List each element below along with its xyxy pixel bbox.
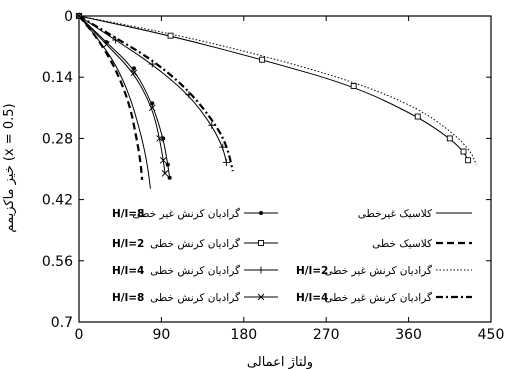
data-point <box>165 162 170 167</box>
x-tick-label: 90 <box>152 327 170 343</box>
legend-item: کلاسیک خطی <box>372 238 472 250</box>
y-tick-label: 0.7 <box>51 315 73 331</box>
data-point <box>131 66 136 71</box>
y-tick-label: 0.56 <box>42 254 73 270</box>
data-point <box>167 175 172 180</box>
legend-label: گرادیان کرنش غیر خطی <box>324 264 432 277</box>
legend-label: کلاسیک خطی <box>372 238 432 250</box>
y-tick-label: 0.42 <box>42 193 73 209</box>
data-point <box>167 32 174 39</box>
x-tick-label: 180 <box>230 327 257 343</box>
legend-label: گرادیان کرنش خطی <box>150 291 240 304</box>
data-point <box>159 156 167 164</box>
data-point <box>258 240 264 246</box>
data-point <box>130 69 138 77</box>
x-tick-label: 450 <box>478 327 505 343</box>
data-point <box>259 56 266 63</box>
series-7 <box>75 12 230 166</box>
data-point <box>148 60 156 68</box>
data-point <box>257 293 265 301</box>
data-point <box>258 210 264 216</box>
series-4 <box>78 15 234 172</box>
series-line <box>78 15 151 189</box>
legend-item: گرادیان کرنش خطی H/l=2 <box>112 237 278 250</box>
series-2 <box>78 15 144 181</box>
y-tick-label: 0.14 <box>42 70 73 86</box>
data-point <box>156 135 163 142</box>
x-tick-label: 270 <box>313 327 340 343</box>
legend-label-param: H/l=8 <box>112 208 144 220</box>
data-point <box>150 101 155 106</box>
series-8 <box>75 12 169 177</box>
data-point <box>103 41 110 48</box>
data-point <box>350 82 357 89</box>
legend-label: گرادیان کرنش غیر خطی <box>132 207 240 220</box>
data-point <box>222 158 230 166</box>
y-tick-label: 0 <box>64 9 73 25</box>
legend-label-param: H/l=4 <box>112 265 144 277</box>
series-group <box>75 12 477 189</box>
legend-item: گرادیان کرنش خطی H/l=4 <box>112 264 278 277</box>
legend-item: گرادیان کرنش خطی H/l=8 <box>112 291 278 304</box>
y-tick-label: 0.28 <box>42 131 73 147</box>
data-point <box>161 170 169 177</box>
x-axis-label: ولتاژ اعمالی <box>247 355 313 369</box>
series-5 <box>76 13 172 180</box>
legend-label-param: H/l=2 <box>112 238 144 250</box>
legend-label: گرادیان کرنش خطی <box>150 264 240 277</box>
data-point <box>465 157 472 164</box>
data-point <box>185 91 193 99</box>
series-line <box>78 15 477 165</box>
x-tick-label: 360 <box>395 327 422 343</box>
data-point <box>75 12 83 20</box>
legend-label-param: H/l=4 <box>296 292 328 304</box>
series-1 <box>78 15 151 189</box>
y-axis-label: خیز ماکزیمم (x = 0.5) <box>2 103 17 232</box>
legend-label: گرادیان کرنش خطی <box>150 237 240 250</box>
series-3 <box>78 15 477 165</box>
legend-label-param: H/l=2 <box>296 265 328 277</box>
series-line <box>78 15 234 172</box>
data-point <box>161 136 166 141</box>
data-point <box>219 143 227 151</box>
series-line <box>78 15 227 163</box>
data-point <box>257 266 265 274</box>
data-point <box>414 113 421 120</box>
data-point <box>112 36 120 44</box>
series-line <box>78 15 171 178</box>
plot-frame <box>78 15 492 323</box>
legend-label: گرادیان کرنش غیر خطی <box>324 291 432 304</box>
series-line <box>78 15 166 174</box>
series-6 <box>76 13 472 164</box>
series-line <box>78 15 469 161</box>
data-point <box>460 148 467 155</box>
series-line <box>78 15 144 181</box>
data-point <box>148 104 156 112</box>
legend-label-param: H/l=8 <box>112 292 144 304</box>
legend-item: کلاسیک غیرخطی <box>358 208 472 220</box>
axis-ticks: 0 90 180 270 360 450 0 0.14 0.28 0.42 0.56 0.7 <box>42 9 505 343</box>
data-point <box>446 135 453 142</box>
x-tick-label: 0 <box>75 327 84 343</box>
data-point <box>208 121 216 129</box>
legend-label: کلاسیک غیرخطی <box>358 208 432 220</box>
